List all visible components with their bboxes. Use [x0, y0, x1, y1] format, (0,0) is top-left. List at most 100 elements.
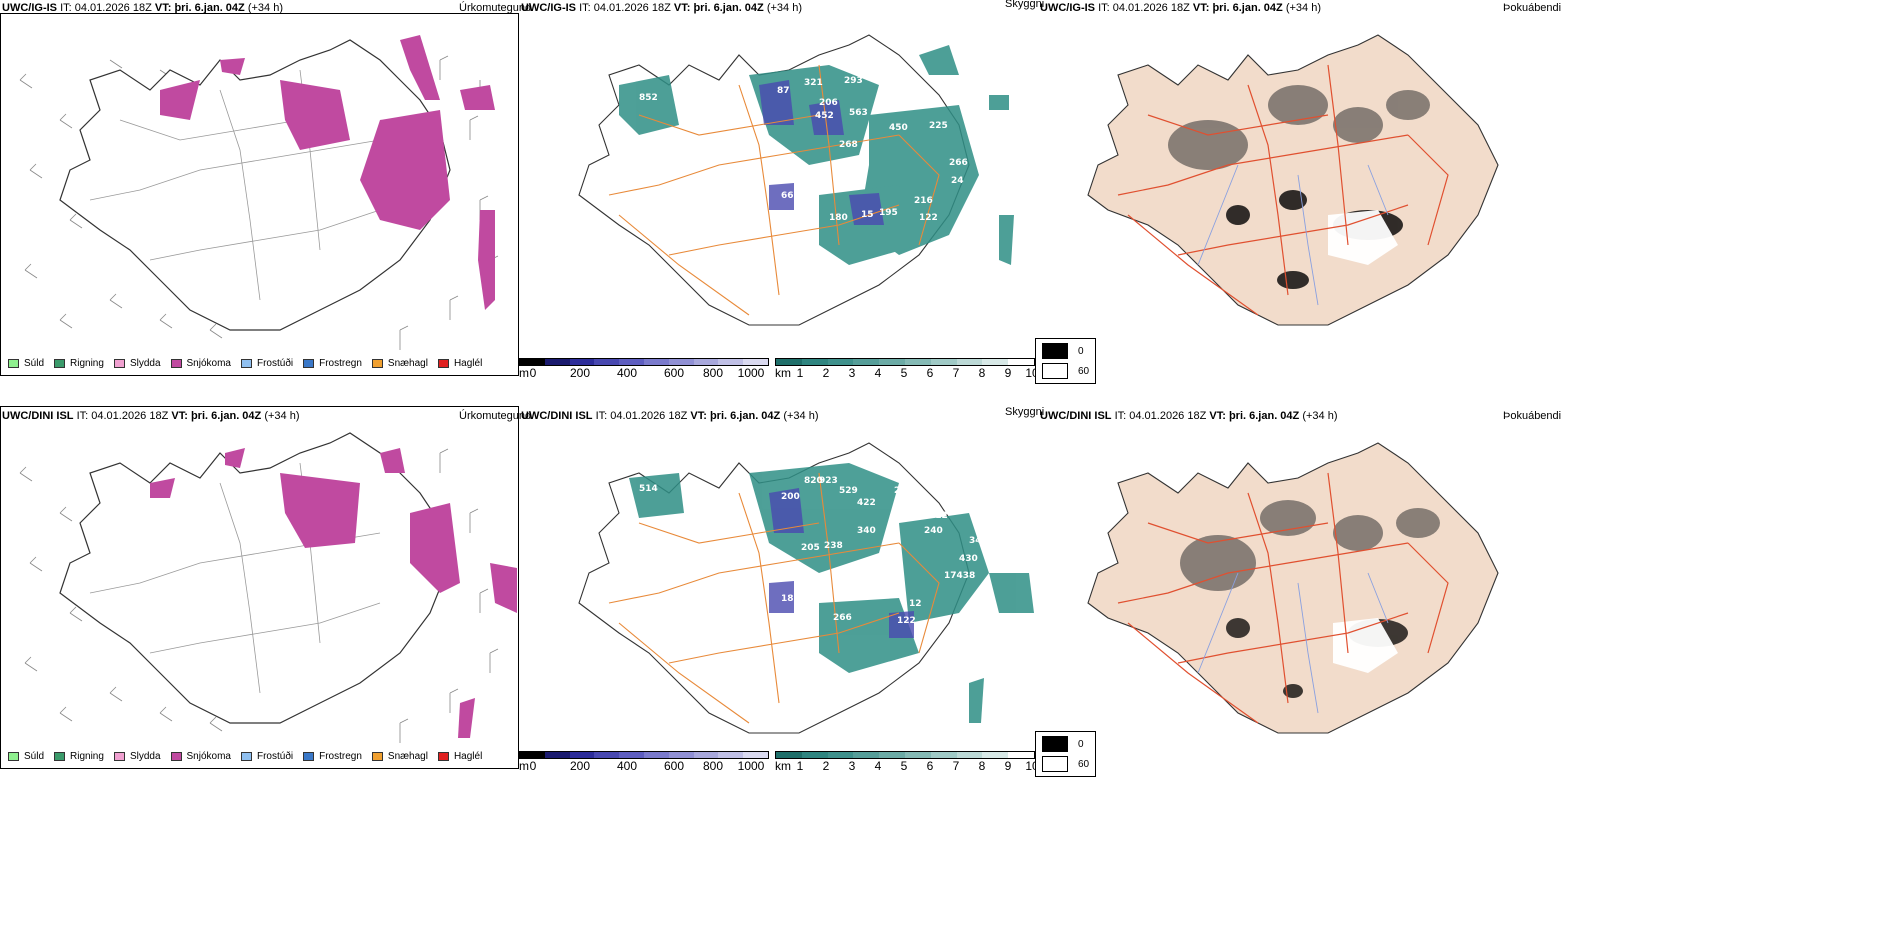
it-label: IT:	[579, 2, 591, 14]
legend-label: Slydda	[129, 751, 161, 762]
it-label: IT:	[76, 410, 89, 422]
vt-label: VT:	[673, 2, 691, 14]
legend-item: Rigning	[54, 358, 104, 369]
cloud-label: 266	[833, 613, 852, 623]
it-value: 04.01.2026 18Z	[610, 410, 688, 422]
visibility-tick: 9	[1004, 366, 1012, 380]
legend-swatch	[8, 752, 19, 761]
cloud-label: 66	[781, 191, 794, 201]
cloud-label: 205	[801, 543, 820, 553]
vt-value: þri. 6.jan. 04Z	[709, 410, 781, 422]
vt-label: VT:	[690, 410, 707, 422]
cloud-label: 238	[824, 541, 843, 551]
panel-title-fog-bottom: Þokuábendi	[1503, 410, 1562, 422]
roads-orange	[608, 64, 940, 316]
panel-title-fog-top: Þokuábendi	[1503, 2, 1562, 14]
visibility-tick: 2	[822, 366, 830, 380]
header-top-cloud: UWC/IG-IS IT: 04.01.2026 18Z VT: þri. 6.…	[521, 2, 802, 14]
cloud-label: 268	[839, 140, 858, 150]
cloud-label: 852	[639, 93, 658, 103]
legend-label: Snjókoma	[186, 358, 231, 369]
height-colorbar-ticks: m 0 200 400 600 800 1000	[519, 366, 769, 380]
height-tick: 800	[702, 366, 724, 380]
visibility-unit: km	[775, 366, 791, 380]
fog-legend-bottom: 0 60	[1035, 731, 1097, 777]
lead-time: (+34 h)	[264, 410, 300, 422]
roads-gray	[89, 462, 381, 694]
height-tick: 600	[663, 759, 685, 773]
legend-swatch	[371, 359, 383, 368]
precip-map-bottom	[19, 432, 517, 743]
legend-item: Snjókoma	[170, 751, 231, 762]
legend-label: Rigning	[70, 358, 104, 369]
visibility-tick: 6	[926, 366, 934, 380]
cloud-label: 225	[929, 121, 948, 131]
cloud-label: 122	[919, 213, 938, 223]
precip-frame-bottom	[0, 406, 519, 769]
low-cloud	[769, 488, 914, 638]
visibility-colorbar-top: km 1 2 3 4 5 6 7 8 9 10	[775, 358, 1039, 380]
legend-label: Snæhagl	[387, 751, 428, 762]
visibility-tick: 6	[926, 759, 934, 773]
legend-item: Snæhagl	[371, 358, 428, 369]
wind-barbs	[19, 448, 499, 743]
cloud-label: 180	[829, 213, 848, 223]
vt-value: þri. 6.jan. 04Z	[174, 2, 245, 14]
precip-legend-bottom: Súld Rigning Slydda Snjókoma Frostúði Fr…	[8, 751, 492, 762]
height-unit: m	[519, 366, 529, 380]
lead-time: (+34 h)	[247, 2, 283, 14]
legend-item: Slydda	[113, 751, 161, 762]
visibility-tick: 8	[978, 759, 986, 773]
header-top-precip: UWC/IG-IS IT: 04.01.2026 18Z VT: þri. 6.…	[2, 2, 283, 14]
precip-panel-bottom: UWC/DINI ISL IT: 04.01.2026 18Z VT: þri.…	[0, 393, 531, 773]
height-colorbar-top: m 0 200 400 600 800 1000	[519, 358, 769, 380]
cloud-base-labels: 514 820 923 529 250 422 200 340 240 112 …	[639, 476, 988, 626]
legend-item: Snæhagl	[371, 751, 428, 762]
fog-legend-label: 0	[1078, 738, 1084, 750]
visibility-tick: 4	[874, 759, 882, 773]
vt-value: þri. 6.jan. 04Z	[693, 2, 764, 14]
fog-panel-top: UWC/IG-IS IT: 04.01.2026 18Z VT: þri. 6.…	[1038, 0, 1562, 380]
height-tick: 800	[702, 759, 724, 773]
cloud-label: 33	[734, 118, 747, 128]
height-colorbar-bottom: m 0 200 400 600 800 1000	[519, 751, 769, 773]
cloud-label: 206	[819, 98, 838, 108]
roads-gray	[89, 69, 381, 301]
visibility-colorbar-ticks: km 1 2 3 4 5 6 7 8 9 10	[775, 759, 1039, 773]
legend-item: Frostregn	[303, 751, 362, 762]
fog-legend-label: 60	[1078, 365, 1090, 377]
cloud-label: 185	[781, 594, 800, 604]
visibility-tick: 8	[978, 366, 986, 380]
cloud-label: 122	[897, 616, 916, 626]
legend-label: Frostúði	[256, 358, 294, 369]
cloud-label: 150	[894, 88, 913, 98]
height-tick: 200	[569, 366, 591, 380]
iceland-outline	[59, 39, 451, 331]
vt-value: þri. 6.jan. 04Z	[1228, 410, 1300, 422]
model-name: UWC/IG-IS	[1040, 2, 1095, 14]
cloud-map-bottom: 514 820 923 529 250 422 200 340 240 112 …	[578, 442, 1034, 734]
lead-time: (+34 h)	[783, 410, 819, 422]
cloud-label: 430	[959, 554, 978, 564]
legend-item: Súld	[8, 358, 44, 369]
it-value: 04.01.2026 18Z	[1129, 410, 1207, 422]
model-name: UWC/IG-IS	[521, 2, 576, 14]
model-name: UWC/DINI ISL	[2, 410, 74, 422]
fog-map-top	[1087, 34, 1499, 326]
panel-title-precip-bottom: Úrkomutegund	[459, 410, 532, 422]
vt-label: VT:	[1209, 410, 1226, 422]
legend-item: Slydda	[113, 358, 161, 369]
cloud-label: 216	[914, 196, 933, 206]
cloud-label: 452	[815, 111, 834, 121]
roads-orange	[608, 472, 940, 724]
panel-title-cloud-top: Skyggni	[1005, 0, 1045, 10]
precip-frame-top	[0, 13, 519, 376]
legend-item: Haglél	[437, 358, 482, 369]
cloud-panel-top: UWC/IG-IS IT: 04.01.2026 18Z VT: þri. 6.…	[519, 0, 1097, 384]
it-label: IT:	[1114, 410, 1127, 422]
it-label: IT:	[595, 410, 608, 422]
snow-areas	[150, 448, 517, 738]
visibility-colorbar-bottom: km 1 2 3 4 5 6 7 8 9 10	[775, 751, 1039, 773]
height-tick: 200	[569, 759, 591, 773]
height-tick: 400	[616, 366, 638, 380]
